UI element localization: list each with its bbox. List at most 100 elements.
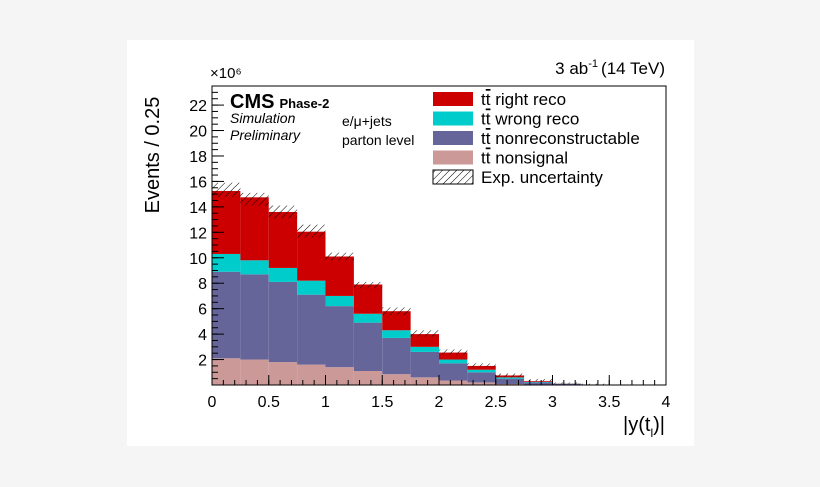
bar-series1-bin8 (439, 363, 468, 381)
uncertainty-bin3 (297, 224, 326, 238)
simulation-label: Simulation (230, 110, 296, 126)
uncertainty-bin10 (495, 373, 525, 378)
x-axis-title: |y(tl)| (623, 414, 665, 440)
axis-ticks: 0 0.5 1 1.5 2 2.5 3 3.5 4 2 4 6 8 10 12 14 16 18 20 22 (189, 85, 671, 411)
bar-series2-bin10 (495, 377, 525, 379)
bar-series0-bin0 (212, 358, 241, 385)
bar-series3-bin11 (524, 381, 553, 382)
legend-label-2: tt wrong reco (481, 110, 579, 129)
legend-swatch-2 (433, 111, 473, 126)
x-tick-label: 0 (208, 394, 217, 411)
uncertainty-bin4 (325, 252, 354, 261)
bar-series1-bin1 (240, 274, 269, 360)
uncertainty-bin11 (524, 379, 553, 382)
lumi-label: 3 ab-1 (14 TeV) (555, 58, 665, 78)
legend-label-uncertainty: Exp. uncertainty (481, 168, 603, 187)
bar-series3-bin8 (439, 352, 468, 360)
x-tick-label: 1 (321, 394, 330, 411)
legend-label-1: tt nonreconstructable (481, 129, 640, 148)
uncertainty-bin13 (580, 383, 610, 385)
bar-series2-bin7 (410, 346, 439, 352)
y-tick-label: 4 (198, 327, 207, 344)
bar-series3-bin3 (297, 231, 326, 281)
y-axis-title: Events / 0.25 (142, 97, 164, 214)
legend-swatch-1 (433, 131, 473, 145)
y-tick-label: 2 (198, 353, 207, 370)
bar-series0-bin3 (297, 364, 326, 385)
legend-swatch-0 (433, 150, 473, 165)
y-tick-label: 22 (189, 98, 207, 115)
uncertainty-bin2 (268, 205, 298, 219)
channel-label: e/μ+jets (342, 113, 392, 129)
bar-series1-bin6 (382, 337, 411, 375)
uncertainty-bands (212, 182, 610, 385)
bar-series0-bin4 (325, 367, 354, 385)
bar-series2-bin0 (212, 253, 241, 272)
x-tick-label: 2 (435, 394, 444, 411)
bar-series0-bin6 (382, 374, 411, 385)
x-tick-label: 3 (548, 394, 557, 411)
y-tick-label: 8 (198, 276, 207, 293)
uncertainty-bin0 (212, 182, 241, 197)
bar-series2-bin2 (268, 267, 298, 282)
uncertainty-bin7 (410, 330, 439, 337)
bar-series3-bin4 (325, 256, 354, 296)
legend-label-0: tt nonsignal (481, 149, 568, 168)
bar-series2-bin9 (467, 369, 496, 373)
bar-series1-bin7 (410, 351, 439, 378)
x-tick-label: 3.5 (598, 394, 620, 411)
x-tick-label: 0.5 (258, 394, 280, 411)
bar-series3-bin1 (240, 197, 269, 261)
x-tick-label: 4 (662, 394, 671, 411)
uncertainty-bin6 (382, 307, 411, 316)
bar-series2-bin4 (325, 295, 354, 307)
legend-swatch-3 (433, 92, 473, 106)
legend-swatch-uncertainty (432, 169, 474, 185)
y-tick-label: 20 (189, 124, 207, 141)
uncertainty-bin5 (353, 281, 383, 289)
stacked-bars (212, 190, 610, 385)
uncertainty-bin8 (439, 349, 468, 355)
bar-series2-bin6 (382, 330, 411, 338)
y-tick-label: 6 (198, 302, 207, 319)
bar-series2-bin11 (524, 381, 553, 383)
bar-series2-bin1 (240, 260, 269, 275)
level-label: parton level (342, 132, 414, 148)
bar-series1-bin9 (467, 372, 496, 383)
bar-series3-bin5 (353, 284, 383, 314)
bar-series0-bin1 (240, 359, 269, 385)
bar-series0-bin9 (467, 382, 496, 385)
bar-series1-bin5 (353, 322, 383, 372)
bar-series3-bin0 (212, 190, 241, 254)
bar-series3-bin9 (467, 365, 496, 370)
bar-series0-bin7 (410, 377, 439, 385)
bar-series1-bin4 (325, 306, 354, 368)
y-multiplier: ×10⁶ (210, 65, 242, 82)
bar-series0-bin10 (495, 383, 525, 385)
uncertainty-bin1 (240, 192, 269, 206)
x-tick-label: 2.5 (485, 394, 507, 411)
experiment-label: CMS Phase-2 (230, 91, 329, 113)
y-tick-label: 14 (189, 200, 207, 217)
bar-series1-bin3 (297, 294, 326, 365)
y-tick-label: 12 (189, 225, 207, 242)
bar-series3-bin6 (382, 311, 411, 331)
stacked-histogram-chart: 0 0.5 1 1.5 2 2.5 3 3.5 4 2 4 6 8 10 12 14 16 18 20 22 3 ab… (142, 58, 671, 440)
bar-series2-bin5 (353, 313, 383, 323)
legend-label-3: tt right reco (481, 90, 566, 109)
uncertainty-bin12 (552, 382, 581, 384)
bar-series0-bin8 (439, 380, 468, 385)
bar-series3-bin7 (410, 334, 439, 347)
bar-series2-bin8 (439, 359, 468, 364)
bar-series0-bin5 (353, 371, 383, 385)
y-tick-label: 16 (189, 174, 207, 191)
bar-series1-bin11 (524, 382, 553, 385)
bar-series0-bin2 (268, 362, 298, 385)
bar-series1-bin2 (268, 281, 298, 363)
bar-series1-bin10 (495, 378, 525, 384)
bar-series2-bin3 (297, 280, 326, 295)
bar-series1-bin12 (552, 383, 581, 385)
figure: 0 0.5 1 1.5 2 2.5 3 3.5 4 2 4 6 8 10 12 14 16 18 20 22 3 ab… (127, 40, 694, 446)
preliminary-label: Preliminary (230, 127, 301, 143)
